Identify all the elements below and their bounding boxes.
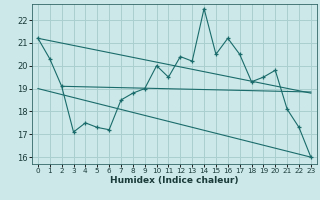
X-axis label: Humidex (Indice chaleur): Humidex (Indice chaleur) [110,176,239,185]
